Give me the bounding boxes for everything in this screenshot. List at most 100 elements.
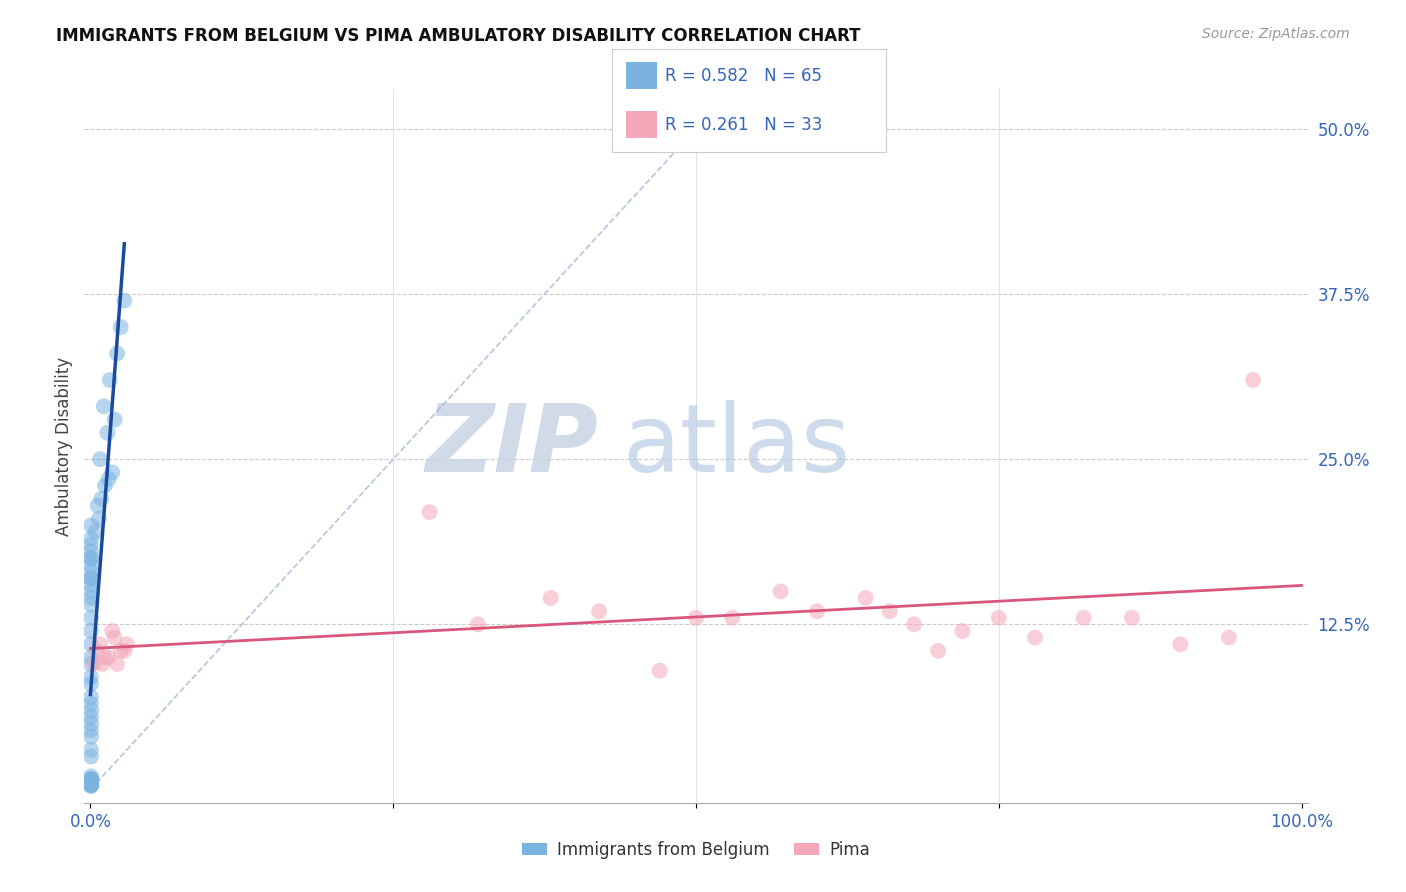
Point — [98, 373, 121, 387]
Point — [80, 779, 103, 793]
Point — [540, 591, 562, 605]
Point — [86, 644, 108, 658]
Point — [83, 657, 105, 671]
Point — [90, 491, 112, 506]
Point — [87, 511, 110, 525]
Point — [80, 776, 103, 790]
Point — [105, 657, 128, 671]
Point — [80, 611, 103, 625]
Point — [1121, 611, 1143, 625]
Text: R = 0.582   N = 65: R = 0.582 N = 65 — [665, 67, 823, 85]
Point — [80, 776, 103, 790]
Point — [80, 769, 103, 783]
Point — [80, 776, 103, 790]
Point — [1170, 637, 1192, 651]
Point — [80, 565, 103, 579]
Point — [927, 644, 949, 658]
Point — [80, 518, 103, 533]
Point — [80, 690, 103, 704]
Point — [721, 611, 744, 625]
Point — [94, 478, 117, 492]
Point — [105, 346, 128, 360]
Point — [80, 772, 103, 786]
Point — [80, 591, 103, 605]
Point — [648, 664, 671, 678]
Point — [1024, 631, 1046, 645]
Point — [80, 703, 103, 717]
Point — [112, 293, 135, 308]
Text: ZIP: ZIP — [425, 400, 598, 492]
Point — [96, 425, 118, 440]
Point — [80, 774, 103, 789]
Point — [769, 584, 792, 599]
Point — [80, 779, 103, 793]
Point — [80, 657, 103, 671]
Point — [80, 677, 103, 691]
Point — [588, 604, 610, 618]
Point — [879, 604, 901, 618]
Text: R = 0.261   N = 33: R = 0.261 N = 33 — [665, 116, 823, 134]
Point — [86, 499, 108, 513]
Point — [80, 710, 103, 724]
Point — [80, 697, 103, 711]
Point — [80, 571, 103, 585]
Point — [1218, 631, 1240, 645]
Point — [80, 743, 103, 757]
Point — [80, 624, 103, 638]
Point — [80, 637, 103, 651]
Point — [80, 772, 103, 786]
Point — [84, 524, 107, 539]
Text: Source: ZipAtlas.com: Source: ZipAtlas.com — [1202, 27, 1350, 41]
Point — [80, 773, 103, 788]
Legend: Immigrants from Belgium, Pima: Immigrants from Belgium, Pima — [515, 835, 877, 866]
Point — [80, 773, 103, 788]
Point — [112, 644, 135, 658]
Point — [80, 584, 103, 599]
Point — [80, 772, 103, 786]
Text: atlas: atlas — [623, 400, 851, 492]
Point — [80, 730, 103, 744]
Point — [80, 558, 103, 572]
Point — [94, 650, 117, 665]
Point — [80, 578, 103, 592]
Point — [110, 644, 132, 658]
Y-axis label: Ambulatory Disability: Ambulatory Disability — [55, 357, 73, 535]
Point — [80, 777, 103, 791]
Point — [80, 723, 103, 738]
Point — [80, 670, 103, 684]
Point — [80, 779, 103, 793]
Point — [1241, 373, 1264, 387]
Point — [987, 611, 1010, 625]
Point — [80, 749, 103, 764]
Point — [80, 532, 103, 546]
Point — [418, 505, 440, 519]
Point — [101, 466, 124, 480]
Point — [80, 650, 103, 665]
Point — [101, 624, 124, 638]
Point — [80, 776, 103, 790]
Point — [89, 637, 111, 651]
Point — [1073, 611, 1095, 625]
Point — [903, 617, 925, 632]
Point — [115, 637, 138, 651]
Point — [97, 650, 120, 665]
Point — [97, 472, 120, 486]
Point — [80, 538, 103, 552]
Point — [91, 657, 114, 671]
Point — [110, 320, 132, 334]
Point — [80, 571, 103, 585]
Point — [80, 777, 103, 791]
Point — [80, 716, 103, 731]
Point — [80, 774, 103, 789]
Point — [80, 545, 103, 559]
Point — [80, 776, 103, 790]
Text: IMMIGRANTS FROM BELGIUM VS PIMA AMBULATORY DISABILITY CORRELATION CHART: IMMIGRANTS FROM BELGIUM VS PIMA AMBULATO… — [56, 27, 860, 45]
Point — [467, 617, 489, 632]
Point — [89, 452, 111, 467]
Point — [806, 604, 828, 618]
Point — [80, 774, 103, 789]
Point — [93, 400, 115, 414]
Point — [104, 412, 127, 426]
Point — [80, 551, 103, 566]
Point — [952, 624, 974, 638]
